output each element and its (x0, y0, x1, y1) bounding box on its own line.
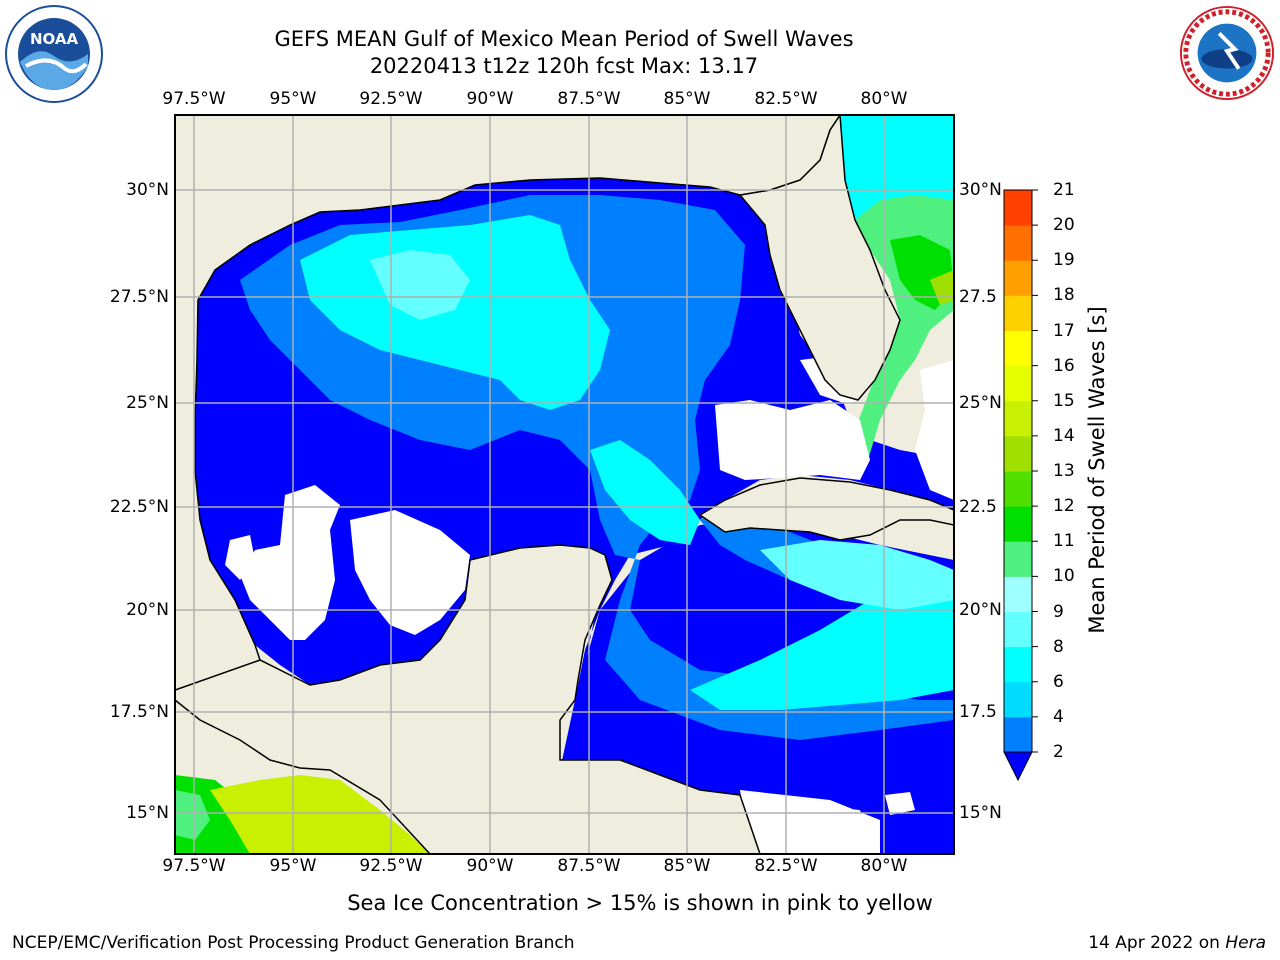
colorbar-tick-label: 2 (1053, 742, 1064, 762)
colorbar-tick-label: 17 (1053, 320, 1075, 341)
cuba-land (698, 477, 954, 541)
colorbar-tick-label: 20 (1053, 215, 1075, 236)
map-gridlines (175, 115, 954, 854)
lon-tick-top: 90°W (466, 89, 514, 109)
lon-tick-top: 80°W (860, 89, 908, 109)
lon-tick-top: 82.5°W (754, 89, 818, 109)
colorbar-segment (1004, 330, 1032, 367)
lat-tick-left: 30°N (126, 180, 169, 200)
colorbar-segment (1004, 541, 1032, 577)
yucatan-land (175, 544, 761, 854)
colorbar-segment (1004, 716, 1032, 753)
lat-tick-left: 25°N (126, 393, 169, 413)
colorbar-tick-label: 9 (1053, 601, 1064, 622)
footer-credit: NCEP/EMC/Verification Post Processing Pr… (12, 933, 575, 953)
colorbar-segment (1004, 471, 1032, 507)
colorbar-tick-label: 4 (1053, 706, 1064, 727)
sea-ice-note-text: Sea Ice Concentration > 15% is shown in … (347, 891, 933, 915)
map-title: GEFS MEAN Gulf of Mexico Mean Period of … (274, 27, 854, 51)
colorbar-tick-label: 21 (1053, 180, 1075, 200)
colorbar (1003, 189, 1038, 782)
colorbar-segment (1004, 295, 1032, 331)
lat-tick-right: 20°N (959, 600, 1002, 620)
footer-date: 14 Apr 2022 on Hera (1088, 933, 1266, 953)
colorbar-under-triangle (1003, 751, 1033, 782)
lon-tick-top: 97.5°W (162, 89, 226, 109)
colorbar-segment (1004, 681, 1032, 718)
lat-tick-left: 15°N (126, 803, 169, 823)
lat-tick-right: 22.5 (959, 497, 997, 517)
colorbar-tick-label: 16 (1053, 355, 1075, 376)
colorbar-label: Mean Period of Swell Waves [s] (1085, 306, 1109, 634)
swell-6-8s-region (370, 250, 470, 320)
colorbar-tick-label: 14 (1053, 425, 1075, 446)
lon-tick-top: 92.5°W (359, 89, 423, 109)
noaa-logo-text: NOAA (30, 30, 79, 48)
lon-tick-bottom: 97.5°W (162, 856, 226, 876)
lon-tick-bottom: 95°W (269, 856, 317, 876)
nws-logo (1179, 5, 1275, 101)
lon-tick-bottom: 92.5°W (359, 856, 423, 876)
map-frame (174, 114, 955, 855)
lon-tick-top: 85°W (663, 89, 711, 109)
footer-date-text: 14 Apr 2022 on (1088, 933, 1226, 953)
colorbar-tick-label: 15 (1053, 390, 1075, 411)
lat-tick-left: 17.5°N (109, 702, 169, 722)
colorbar-segment (1004, 190, 1032, 226)
lon-tick-bottom: 80°W (860, 856, 908, 876)
colorbar-tick-label: 19 (1053, 250, 1075, 271)
colorbar-tick-label: 12 (1053, 496, 1075, 517)
lon-tick-bottom: 82.5°W (754, 856, 818, 876)
pacific-field-yellowgreen (210, 775, 430, 854)
caribbean-swell-band-light (760, 540, 954, 610)
lat-tick-right: 27.5 (959, 287, 997, 307)
swell-6-8s-region-2 (590, 440, 700, 545)
lat-tick-left: 20°N (126, 600, 169, 620)
lon-tick-bottom: 90°W (466, 856, 514, 876)
colorbar-segment (1004, 400, 1032, 437)
colorbar-segment (1004, 506, 1032, 542)
colorbar-tick-label: 10 (1053, 566, 1075, 587)
colorbar-tick-label: 8 (1053, 636, 1064, 657)
lat-tick-right: 15°N (959, 803, 1002, 823)
colorbar-segment (1004, 576, 1032, 612)
pacific-field-lightgreen (175, 790, 210, 840)
lat-tick-left: 22.5°N (109, 497, 169, 517)
colorbar-tick-label: 11 (1053, 531, 1075, 552)
caribbean-swell-band (690, 580, 954, 710)
lat-tick-right: 30°N (959, 180, 1002, 200)
colorbar-segment (1004, 260, 1032, 296)
colorbar-tick-label: 18 (1053, 285, 1075, 306)
us-gulf-coast-land (175, 115, 841, 691)
lon-tick-top: 95°W (269, 89, 317, 109)
colorbar-segment (1004, 365, 1032, 402)
footer-host: Hera (1225, 933, 1266, 953)
lat-tick-right: 17.5 (959, 702, 997, 722)
colorbar-segment (1004, 225, 1032, 261)
lat-tick-right: 25°N (959, 393, 1002, 413)
colorbar-segment (1004, 435, 1032, 472)
lon-tick-bottom: 85°W (663, 856, 711, 876)
colorbar-segment (1004, 646, 1032, 683)
colorbar-tick-label: 13 (1053, 461, 1075, 481)
colorbar-segment (1004, 611, 1032, 648)
noaa-logo: NOAA (5, 5, 103, 103)
lon-tick-top: 87.5°W (557, 89, 621, 109)
lon-tick-bottom: 87.5°W (557, 856, 621, 876)
map-subtitle: 20220413 t12z 120h fcst Max: 13.17 (369, 54, 759, 78)
lat-tick-left: 27.5°N (109, 287, 169, 307)
colorbar-tick-label: 6 (1053, 671, 1064, 692)
